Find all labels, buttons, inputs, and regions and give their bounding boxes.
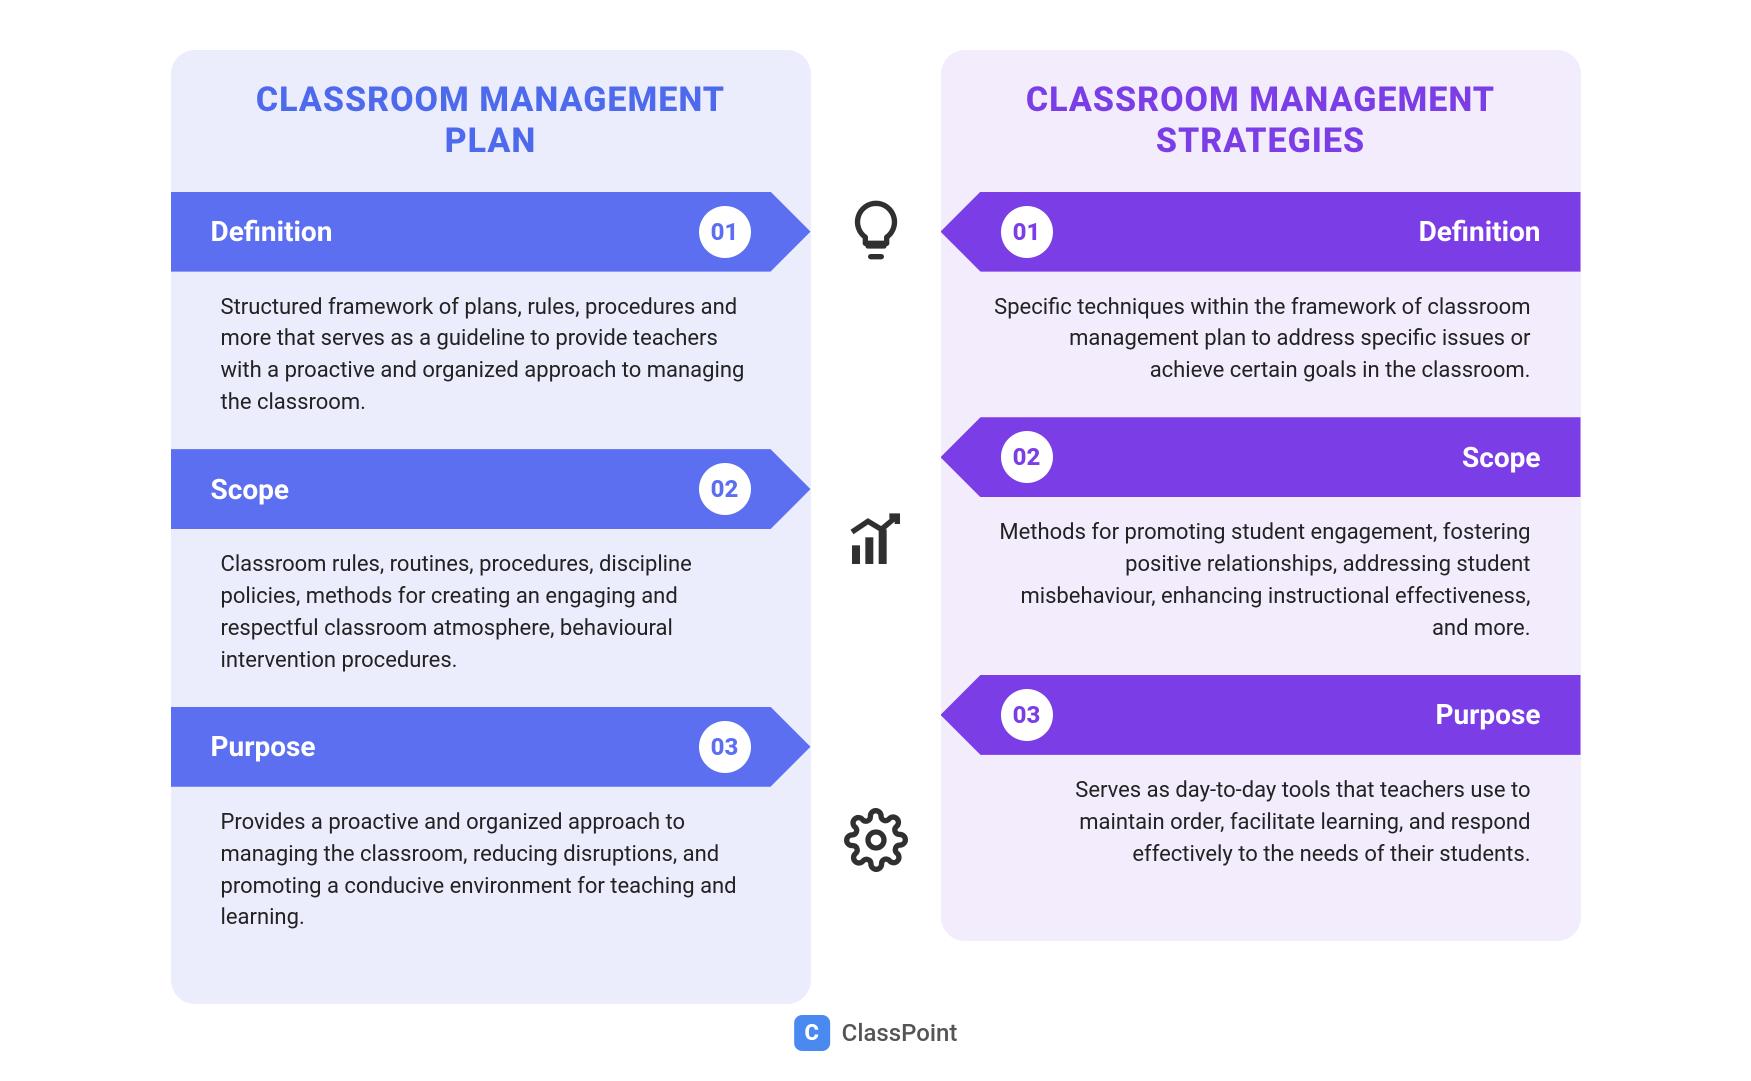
banner-label: Purpose [211, 730, 316, 763]
right-banner-3: 03 Purpose [941, 675, 1581, 755]
right-section-2: 02 Scope Methods for promoting student e… [981, 417, 1541, 665]
left-body-2: Classroom rules, routines, procedures, d… [211, 549, 771, 697]
num-badge: 01 [699, 206, 751, 258]
right-banner-1: 01 Definition [941, 192, 1581, 272]
gear-icon [844, 808, 908, 872]
num-badge: 02 [1001, 431, 1053, 483]
banner-label: Purpose [1435, 698, 1540, 731]
num-badge: 02 [699, 463, 751, 515]
lightbulb-icon [844, 198, 908, 262]
left-section-1: Definition 01 Structured framework of pl… [211, 192, 771, 440]
logo-icon: C [794, 1015, 830, 1051]
right-banner-2: 02 Scope [941, 417, 1581, 497]
infographic-container: CLASSROOM MANAGEMENT PLAN Definition 01 … [0, 0, 1751, 1054]
brand-name: ClassPoint [842, 1019, 958, 1047]
left-banner-1: Definition 01 [171, 192, 811, 272]
num-badge: 03 [1001, 689, 1053, 741]
left-banner-3: Purpose 03 [171, 707, 811, 787]
left-column: CLASSROOM MANAGEMENT PLAN Definition 01 … [171, 50, 811, 1004]
left-title: CLASSROOM MANAGEMENT PLAN [211, 80, 771, 162]
right-body-1: Specific techniques within the framework… [981, 292, 1541, 408]
left-section-2: Scope 02 Classroom rules, routines, proc… [211, 449, 771, 697]
left-body-3: Provides a proactive and organized appro… [211, 807, 771, 955]
right-title: CLASSROOM MANAGEMENT STRATEGIES [981, 80, 1541, 162]
left-section-3: Purpose 03 Provides a proactive and orga… [211, 707, 771, 955]
right-section-1: 01 Definition Specific techniques within… [981, 192, 1541, 408]
right-body-2: Methods for promoting student engagement… [981, 517, 1541, 665]
banner-label: Definition [1419, 215, 1541, 248]
footer-brand: C ClassPoint [794, 1015, 958, 1051]
banner-label: Scope [211, 473, 290, 506]
banner-label: Scope [1462, 441, 1541, 474]
num-badge: 01 [1001, 206, 1053, 258]
left-banner-2: Scope 02 [171, 449, 811, 529]
right-section-3: 03 Purpose Serves as day-to-day tools th… [981, 675, 1541, 891]
growth-chart-icon [844, 508, 908, 572]
left-body-1: Structured framework of plans, rules, pr… [211, 292, 771, 440]
banner-label: Definition [211, 215, 333, 248]
num-badge: 03 [699, 721, 751, 773]
right-column: CLASSROOM MANAGEMENT STRATEGIES 01 Defin… [941, 50, 1581, 941]
center-icon-strip [836, 0, 916, 1054]
right-body-3: Serves as day-to-day tools that teachers… [981, 775, 1541, 891]
